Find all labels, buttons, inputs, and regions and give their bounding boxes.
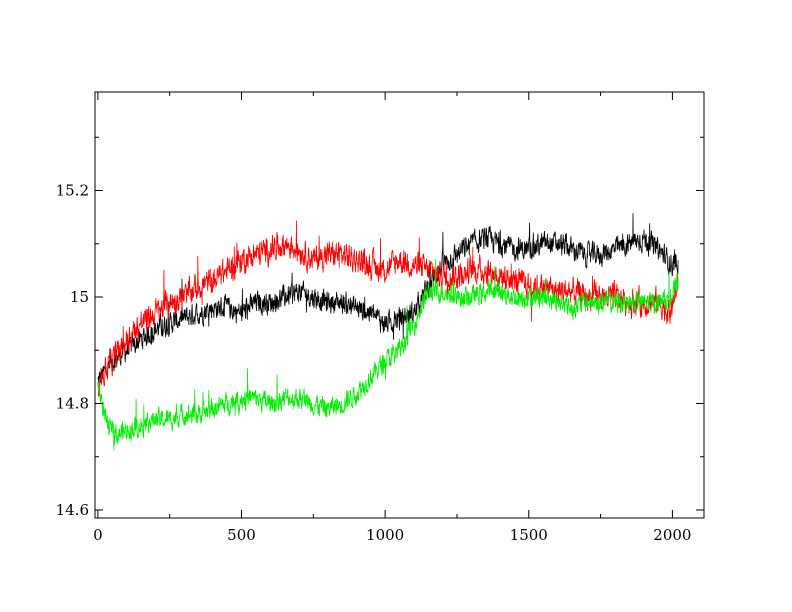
x-tick-label-500: 500 bbox=[227, 526, 256, 544]
series-line-2 bbox=[97, 220, 679, 397]
series-layer bbox=[97, 213, 679, 451]
x-tick-label-1500: 1500 bbox=[510, 526, 548, 544]
plot-frame bbox=[94, 91, 705, 519]
x-tick-label-0: 0 bbox=[93, 526, 103, 544]
x-axis: 0 500 1000 1500 2000 bbox=[93, 92, 691, 544]
x-tick-label-2000: 2000 bbox=[653, 526, 691, 544]
x-tick-label-1000: 1000 bbox=[366, 526, 404, 544]
y-tick-label-15: 15 bbox=[70, 288, 89, 306]
y-tick-label-15.2: 15.2 bbox=[56, 182, 89, 200]
y-tick-label-14.8: 14.8 bbox=[56, 395, 89, 413]
y-axis: 14.6 14.8 15 15.2 bbox=[56, 136, 704, 519]
y-tick-label-14.6: 14.6 bbox=[56, 501, 89, 519]
series-line-1 bbox=[97, 213, 679, 385]
series-line-3 bbox=[97, 258, 679, 451]
